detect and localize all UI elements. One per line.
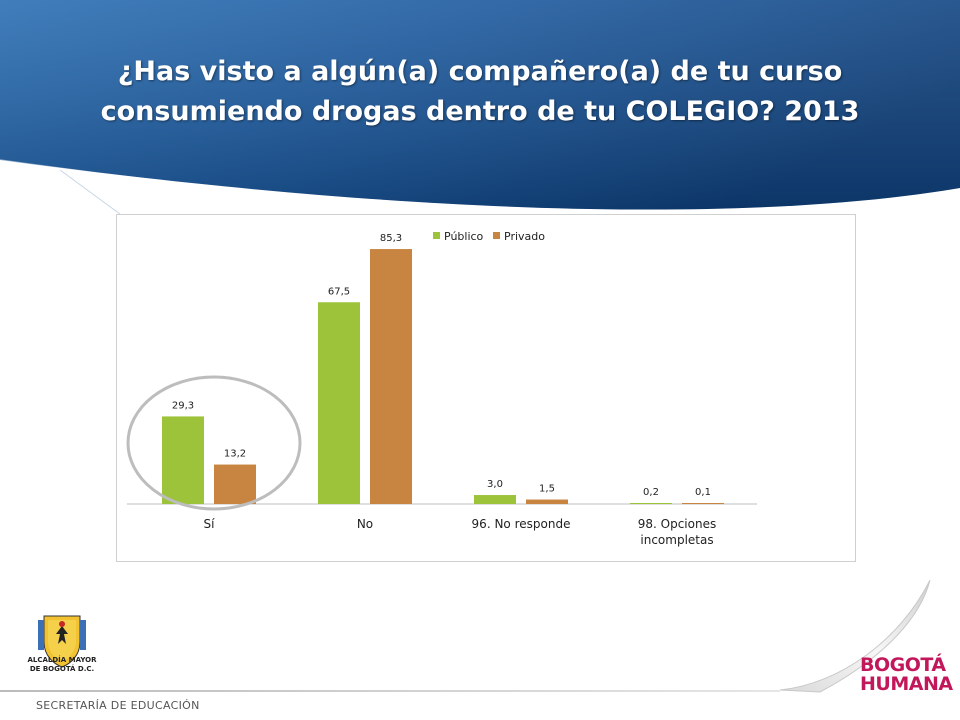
- bar-privado-2: [526, 499, 568, 504]
- data-label: 1,5: [539, 484, 555, 495]
- data-label: 67,5: [328, 286, 350, 297]
- bar-público-1: [318, 302, 360, 504]
- legend-swatch-público: [433, 232, 440, 239]
- brand-line-1: BOGOTÁ: [860, 654, 946, 676]
- title-line-2: consumiendo drogas dentro de tu COLEGIO?…: [100, 96, 860, 127]
- logo-caption-line-1: ALCALDÍA MAYOR: [27, 656, 97, 664]
- department-label: SECRETARÍA DE EDUCACIÓN: [36, 699, 200, 712]
- bar-chart: 29,3 13,2 Sí 67,5 85,3 No 3,0 1,5 96. No respond…: [126, 230, 757, 547]
- bar-privado-0: [214, 464, 256, 504]
- bar-privado-3: [682, 503, 724, 504]
- legend-label: Privado: [504, 230, 545, 243]
- data-label: 29,3: [172, 400, 194, 411]
- bar-público-0: [162, 416, 204, 504]
- category-label: Sí: [204, 517, 216, 531]
- header-background: [0, 0, 960, 215]
- category-label: 98. Opciones: [638, 517, 716, 531]
- bogota-coat-of-arms-logo: [38, 615, 86, 668]
- category-label: 96. No responde: [472, 517, 571, 531]
- slide-title: ¿Has visto a algún(a) compañero(a) de tu…: [60, 52, 900, 132]
- bar-público-2: [474, 495, 516, 504]
- bar-público-3: [630, 503, 672, 504]
- logo-caption: ALCALDÍA MAYOR DE BOGOTÁ D.C.: [16, 656, 108, 674]
- footer-divider: [0, 690, 780, 692]
- category-label: No: [357, 517, 373, 531]
- data-label: 3,0: [487, 479, 503, 490]
- data-label: 0,1: [695, 487, 711, 498]
- highlight-circle: [126, 375, 302, 511]
- data-label: 0,2: [643, 487, 659, 498]
- legend-label: Público: [444, 230, 484, 243]
- title-line-1: ¿Has visto a algún(a) compañero(a) de tu…: [117, 56, 843, 87]
- page-curl-decoration: [780, 580, 960, 720]
- data-label: 85,3: [380, 233, 402, 244]
- category-label: incompletas: [640, 533, 713, 547]
- legend-swatch-privado: [493, 232, 500, 239]
- data-label: 13,2: [224, 449, 246, 460]
- chart-frame: 29,3 13,2 Sí 67,5 85,3 No 3,0 1,5 96. No respond…: [116, 214, 856, 562]
- logo-caption-line-2: DE BOGOTÁ D.C.: [29, 665, 95, 673]
- brand-line-2: HUMANA: [860, 673, 953, 695]
- bogota-humana-logo: BOGOTÁ HUMANA: [860, 654, 953, 695]
- bar-privado-1: [370, 249, 412, 504]
